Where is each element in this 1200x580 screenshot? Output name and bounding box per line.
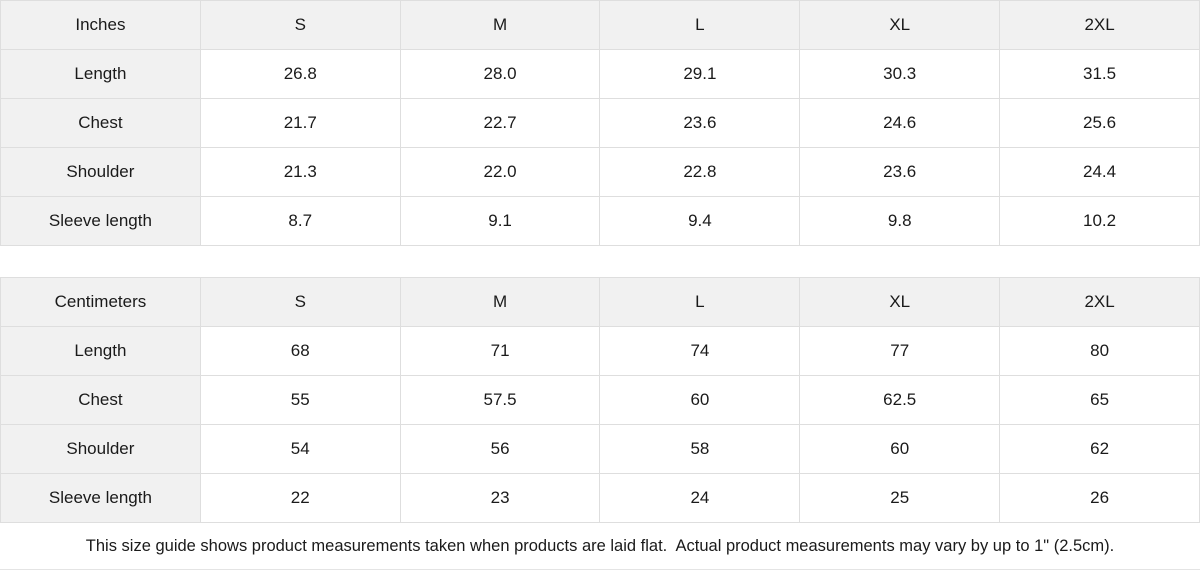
measurement-value-cell: 24: [599, 473, 801, 523]
measurement-value-cell: 56: [399, 424, 601, 474]
measurement-value-cell: 22: [199, 473, 401, 523]
table-gap: [0, 246, 1200, 277]
measurement-label-cell: Sleeve length: [0, 196, 201, 246]
size-header-cell: 2XL: [999, 277, 1200, 327]
size-guide-note: This size guide shows product measuremen…: [0, 523, 1200, 570]
measurement-value-cell: 62.5: [799, 375, 1001, 425]
size-table-centimeters: Centimeters S M L XL 2XL Length 68 71 74 77 80 Chest…: [0, 277, 1200, 523]
measurement-label-cell: Chest: [0, 98, 201, 148]
measurement-value-cell: 22.7: [399, 98, 601, 148]
size-header-cell: XL: [799, 277, 1001, 327]
size-header-cell: S: [199, 0, 401, 50]
measurement-value-cell: 25: [799, 473, 1001, 523]
measurement-row: Length 26.8 28.0 29.1 30.3 31.5: [0, 49, 1200, 99]
measurement-label-cell: Length: [0, 49, 201, 99]
measurement-value-cell: 22.0: [399, 147, 601, 197]
measurement-value-cell: 54: [199, 424, 401, 474]
measurement-value-cell: 9.4: [599, 196, 801, 246]
measurement-label-cell: Length: [0, 326, 201, 376]
size-header-cell: XL: [799, 0, 1001, 50]
measurement-value-cell: 30.3: [799, 49, 1001, 99]
measurement-label-cell: Chest: [0, 375, 201, 425]
measurement-value-cell: 10.2: [999, 196, 1200, 246]
size-header-cell: M: [399, 277, 601, 327]
measurement-value-cell: 26.8: [199, 49, 401, 99]
measurement-row: Chest 55 57.5 60 62.5 65: [0, 375, 1200, 425]
measurement-value-cell: 24.6: [799, 98, 1001, 148]
measurement-row: Shoulder 54 56 58 60 62: [0, 424, 1200, 474]
measurement-value-cell: 58: [599, 424, 801, 474]
unit-header-cell: Inches: [0, 0, 201, 50]
measurement-value-cell: 22.8: [599, 147, 801, 197]
measurement-value-cell: 21.3: [199, 147, 401, 197]
measurement-value-cell: 80: [999, 326, 1200, 376]
size-header-cell: L: [599, 0, 801, 50]
measurement-value-cell: 60: [799, 424, 1001, 474]
measurement-value-cell: 21.7: [199, 98, 401, 148]
size-header-cell: S: [199, 277, 401, 327]
measurement-value-cell: 57.5: [399, 375, 601, 425]
measurement-value-cell: 23.6: [599, 98, 801, 148]
measurement-value-cell: 23: [399, 473, 601, 523]
measurement-value-cell: 9.8: [799, 196, 1001, 246]
measurement-label-cell: Shoulder: [0, 147, 201, 197]
measurement-value-cell: 26: [999, 473, 1200, 523]
measurement-value-cell: 9.1: [399, 196, 601, 246]
size-header-row: Inches S M L XL 2XL: [0, 0, 1200, 50]
measurement-value-cell: 62: [999, 424, 1200, 474]
measurement-row: Sleeve length 8.7 9.1 9.4 9.8 10.2: [0, 196, 1200, 246]
unit-header-cell: Centimeters: [0, 277, 201, 327]
size-header-cell: 2XL: [999, 0, 1200, 50]
measurement-row: Length 68 71 74 77 80: [0, 326, 1200, 376]
measurement-value-cell: 74: [599, 326, 801, 376]
size-table-inches: Inches S M L XL 2XL Length 26.8 28.0 29.1 30.3 31.5…: [0, 0, 1200, 246]
measurement-value-cell: 60: [599, 375, 801, 425]
measurement-row: Sleeve length 22 23 24 25 26: [0, 473, 1200, 523]
measurement-value-cell: 24.4: [999, 147, 1200, 197]
measurement-value-cell: 31.5: [999, 49, 1200, 99]
measurement-value-cell: 25.6: [999, 98, 1200, 148]
measurement-value-cell: 77: [799, 326, 1001, 376]
measurement-row: Chest 21.7 22.7 23.6 24.6 25.6: [0, 98, 1200, 148]
size-header-row: Centimeters S M L XL 2XL: [0, 277, 1200, 327]
measurement-value-cell: 29.1: [599, 49, 801, 99]
measurement-label-cell: Sleeve length: [0, 473, 201, 523]
measurement-value-cell: 71: [399, 326, 601, 376]
size-header-cell: M: [399, 0, 601, 50]
measurement-value-cell: 65: [999, 375, 1200, 425]
size-header-cell: L: [599, 277, 801, 327]
measurement-value-cell: 23.6: [799, 147, 1001, 197]
measurement-label-cell: Shoulder: [0, 424, 201, 474]
measurement-row: Shoulder 21.3 22.0 22.8 23.6 24.4: [0, 147, 1200, 197]
measurement-value-cell: 68: [199, 326, 401, 376]
measurement-value-cell: 55: [199, 375, 401, 425]
measurement-value-cell: 28.0: [399, 49, 601, 99]
measurement-value-cell: 8.7: [199, 196, 401, 246]
